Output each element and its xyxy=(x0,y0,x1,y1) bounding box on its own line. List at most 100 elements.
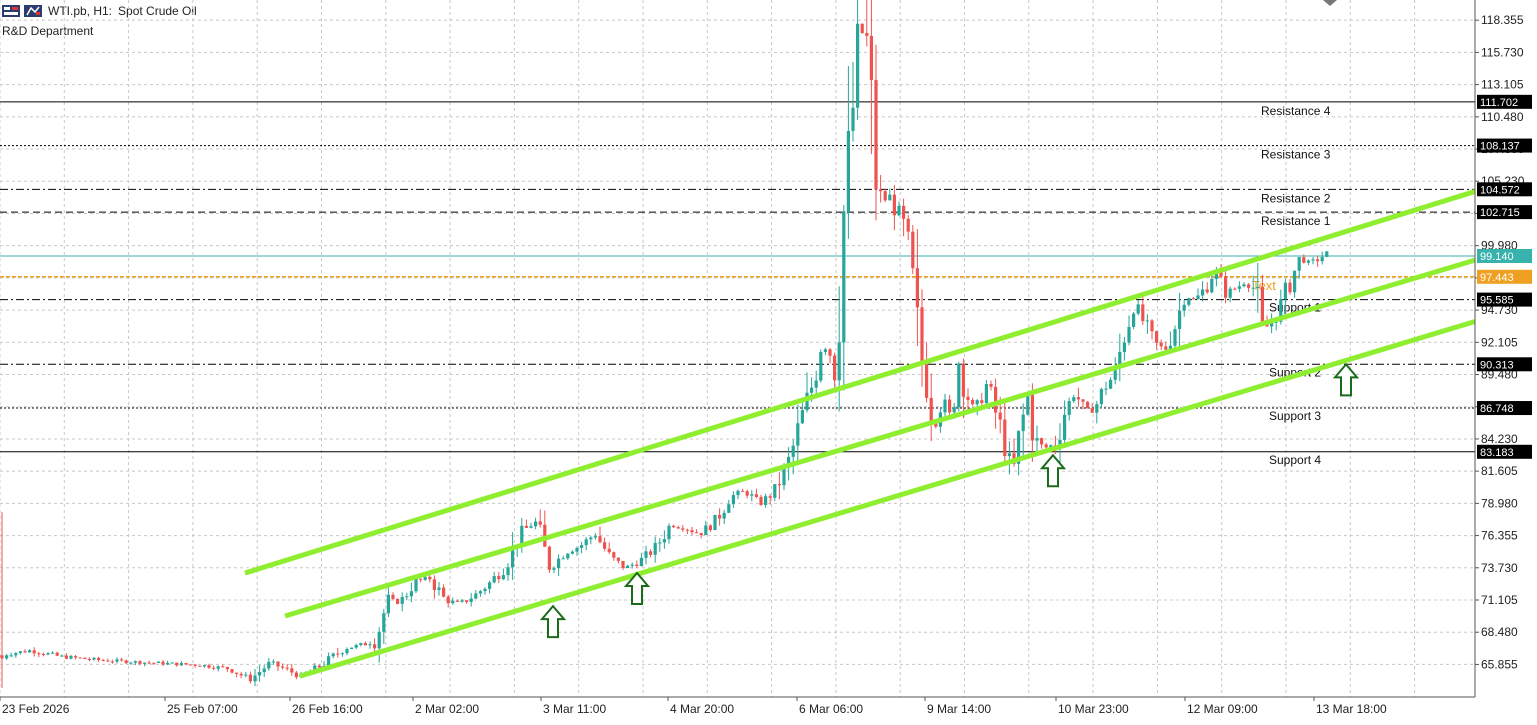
candle-body xyxy=(506,567,510,576)
candle-body xyxy=(837,342,841,381)
candle-body xyxy=(437,587,441,591)
candle-body xyxy=(419,578,423,580)
candle-body xyxy=(607,548,611,553)
candle-body xyxy=(497,576,501,580)
candle-body xyxy=(547,546,551,570)
candle-body xyxy=(1187,298,1191,305)
candle-body xyxy=(124,660,128,664)
candle-body xyxy=(1168,345,1172,350)
candle-body xyxy=(1159,342,1163,347)
level-price-tag-bg xyxy=(1477,292,1532,307)
candle-body xyxy=(1017,431,1021,464)
candle-body xyxy=(216,666,220,669)
candle-body xyxy=(0,655,4,659)
candle-body xyxy=(630,564,634,566)
candle-body xyxy=(147,662,151,664)
candle-body xyxy=(1237,286,1241,289)
candle-body xyxy=(1210,278,1214,293)
candle-body xyxy=(1274,321,1278,323)
x-tick-label: 2 Mar 02:00 xyxy=(415,702,479,716)
candle-body xyxy=(97,657,101,661)
candle-body xyxy=(442,587,446,597)
candle-body xyxy=(138,661,142,664)
level-label: Resistance 4 xyxy=(1261,104,1331,118)
candle-body xyxy=(143,662,147,664)
candle-body xyxy=(363,643,367,646)
candle-body xyxy=(1306,260,1310,263)
candle-body xyxy=(672,525,676,528)
candle-body xyxy=(331,653,335,657)
candle-body xyxy=(354,644,358,648)
candle-body xyxy=(1132,313,1136,327)
candle-body xyxy=(925,363,929,398)
candle-body xyxy=(28,650,32,653)
x-tick-label: 12 Mar 09:00 xyxy=(1187,702,1258,716)
candle-body xyxy=(483,588,487,592)
candle-body xyxy=(529,526,533,528)
candle-body xyxy=(501,575,505,580)
candle-body xyxy=(653,542,657,555)
candle-body xyxy=(695,532,699,534)
candle-body xyxy=(317,665,321,668)
candle-body xyxy=(23,651,27,653)
candle-body xyxy=(1063,414,1067,440)
candle-body xyxy=(1256,287,1260,289)
candle-body xyxy=(156,661,160,663)
candle-body xyxy=(570,551,574,554)
level-price-tag-bg xyxy=(1477,182,1532,197)
candle-body xyxy=(327,656,331,666)
candle-body xyxy=(64,655,68,659)
candle-body xyxy=(626,565,630,569)
candle-body xyxy=(1026,393,1030,415)
candle-body xyxy=(1049,445,1053,448)
chart-type-icon[interactable] xyxy=(2,5,20,17)
candle-body xyxy=(603,542,607,549)
candle-body xyxy=(428,576,432,580)
candle-body xyxy=(350,647,354,650)
candle-body xyxy=(810,387,814,393)
level-label: Support 4 xyxy=(1269,453,1321,467)
candle-body xyxy=(1242,284,1246,287)
candle-body xyxy=(386,594,390,614)
candle-body xyxy=(1270,322,1274,327)
candle-body xyxy=(446,596,450,604)
y-tick-label: 115.730 xyxy=(1481,45,1524,59)
candle-body xyxy=(538,521,542,525)
candle-body xyxy=(1044,444,1048,448)
symbol-icon[interactable] xyxy=(24,5,42,17)
candle-body xyxy=(230,669,234,673)
candle-body xyxy=(971,399,975,405)
candle-body xyxy=(787,456,791,467)
candle-body xyxy=(713,514,717,531)
y-tick-label: 110.480 xyxy=(1481,110,1524,124)
candle-body xyxy=(166,662,170,665)
y-tick-label: 81.605 xyxy=(1481,464,1518,478)
candle-body xyxy=(566,553,570,559)
candle-body xyxy=(202,665,206,667)
candle-body xyxy=(584,539,588,546)
candle-body xyxy=(957,363,961,408)
candle-body xyxy=(221,666,225,668)
candle-body xyxy=(690,530,694,533)
candle-body xyxy=(911,231,915,269)
level-price-tag-bg xyxy=(1477,94,1532,109)
candle-body xyxy=(952,407,956,413)
candle-body xyxy=(285,667,289,669)
candle-body xyxy=(1224,276,1228,298)
candle-body xyxy=(1090,408,1094,413)
candle-body xyxy=(773,484,777,498)
trend-channel xyxy=(244,189,1476,679)
bid-price-tag: 99.140 xyxy=(1480,251,1514,263)
candle-body xyxy=(129,662,133,664)
up-arrow-icon xyxy=(1332,362,1360,397)
x-tick-label: 25 Feb 07:00 xyxy=(167,702,238,716)
candle-body xyxy=(639,557,643,567)
candle-body xyxy=(313,665,317,671)
candle-body xyxy=(727,504,731,513)
candle-body xyxy=(524,525,528,528)
level-label: Support 3 xyxy=(1269,409,1321,423)
candle-body xyxy=(87,658,91,660)
symbol-description: Spot Crude Oil xyxy=(118,4,197,18)
